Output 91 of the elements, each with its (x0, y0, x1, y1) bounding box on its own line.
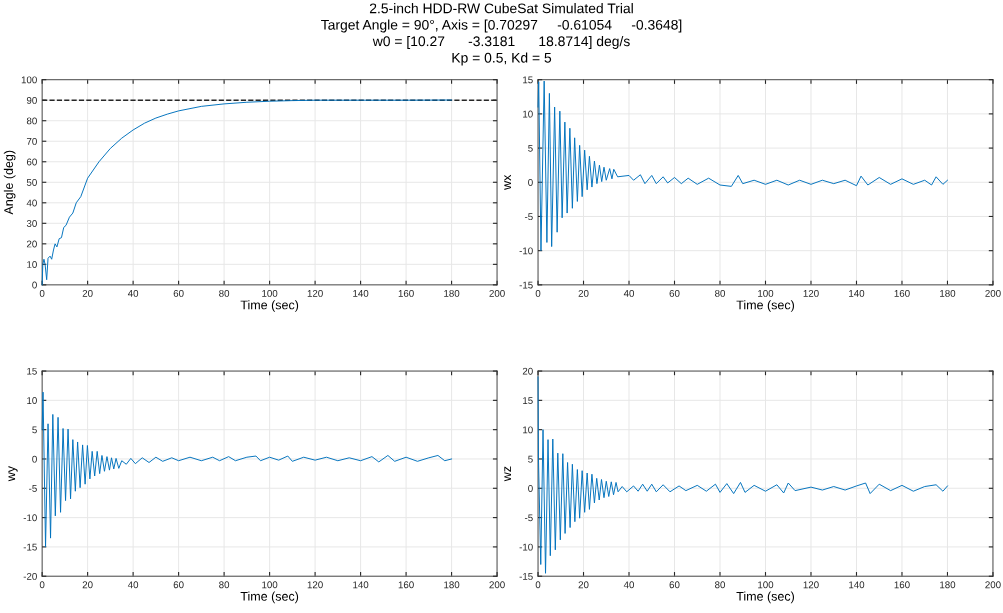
y-tick-label: 10 (27, 397, 37, 404)
y-tick-label: 20 (522, 367, 533, 375)
y-tick-label: -10 (519, 247, 533, 255)
y-tick-label: 10 (523, 426, 533, 434)
x-tick-label: 140 (353, 289, 369, 297)
x-tick-label: 60 (669, 581, 680, 589)
x-tick-label: 200 (985, 581, 1001, 589)
y-axis-title: wz (504, 466, 511, 482)
x-axis-title: Time (sec) (240, 300, 299, 312)
x-tick-label: 200 (489, 581, 505, 589)
y-tick-label: -15 (519, 281, 533, 289)
x-tick-label: 0 (39, 289, 45, 297)
x-tick-label: 80 (219, 581, 230, 589)
y-tick-label: 50 (26, 179, 37, 186)
y-tick-label: 0 (32, 455, 37, 463)
x-tick-label: 140 (849, 581, 865, 589)
x-tick-label: 140 (353, 581, 369, 589)
x-tick-label: 40 (623, 581, 635, 589)
y-tick-label: 30 (26, 220, 37, 227)
x-tick-label: 100 (262, 581, 278, 589)
y-tick-label: 5 (528, 455, 533, 463)
y-tick-label: 15 (27, 367, 37, 375)
x-tick-label: 0 (39, 581, 45, 589)
x-tick-label: 20 (578, 581, 589, 589)
x-tick-label: 40 (623, 289, 635, 297)
y-tick-label: 0 (32, 281, 37, 289)
x-axis-title: Time (sec) (736, 591, 794, 604)
y-tick-label: -10 (23, 514, 37, 522)
x-tick-label: 120 (803, 289, 819, 297)
y-tick-label: 60 (26, 158, 37, 166)
y-tick-label: -10 (519, 543, 533, 551)
x-tick-label: 140 (849, 289, 865, 297)
y-tick-label: 0 (528, 179, 533, 186)
x-tick-label: 100 (262, 289, 278, 297)
x-tick-label: 100 (758, 289, 774, 297)
y-tick-label: 5 (528, 144, 533, 152)
y-tick-label: 5 (32, 426, 37, 434)
x-tick-label: 180 (444, 581, 460, 589)
x-tick-label: 200 (489, 289, 505, 297)
x-tick-label: 160 (398, 289, 414, 297)
line-series (537, 80, 948, 252)
x-axis-title: Time (sec) (240, 591, 299, 604)
x-tick-label: 160 (398, 581, 414, 589)
x-axis-title: Time (sec) (736, 300, 794, 312)
x-tick-label: 40 (127, 289, 139, 297)
x-tick-label: 160 (894, 581, 910, 589)
x-tick-label: 20 (578, 289, 589, 297)
x-tick-label: 60 (173, 581, 184, 589)
y-tick-label: 15 (523, 76, 533, 84)
x-tick-label: 60 (173, 289, 184, 297)
y-tick-label: -5 (524, 514, 533, 522)
y-tick-label: 15 (523, 397, 533, 404)
y-axis-title: Angle (deg) (3, 150, 16, 215)
line-series (41, 391, 453, 548)
x-tick-label: 20 (82, 289, 93, 297)
x-tick-label: 120 (803, 581, 819, 589)
y-axis-title: wy (8, 466, 18, 482)
x-tick-label: 180 (444, 289, 460, 297)
x-tick-label: 80 (219, 289, 230, 297)
chart-title: 2.5-inch HDD-RW CubeSat Simulated Trial Target Angle = 90°, Axis = [0.70297 -0.61054 -0.3648] w0 = [10.27 -3.3181 18.8714] deg/s Kp = 0.5, Kd = 5 (321, 3, 682, 66)
x-tick-label: 100 (758, 581, 774, 589)
x-tick-label: 80 (715, 289, 726, 297)
x-tick-label: 180 (940, 581, 956, 589)
y-tick-label: 70 (26, 137, 37, 145)
y-tick-label: 90 (26, 96, 37, 104)
x-tick-label: 0 (535, 581, 541, 589)
y-tick-label: 20 (26, 240, 37, 248)
y-tick-label: -15 (519, 573, 533, 580)
y-tick-label: 10 (27, 261, 37, 268)
line-series (537, 376, 948, 574)
x-tick-label: 20 (82, 581, 93, 589)
x-tick-label: 60 (669, 289, 680, 297)
line-series (41, 99, 453, 286)
x-tick-label: 120 (307, 289, 323, 297)
x-tick-label: 80 (715, 581, 726, 589)
y-tick-label: 40 (26, 199, 37, 207)
x-tick-label: 40 (127, 581, 139, 589)
y-tick-label: 80 (26, 117, 37, 125)
y-tick-label: 0 (528, 485, 533, 492)
y-tick-label: -5 (29, 485, 37, 492)
y-tick-label: 100 (21, 76, 37, 84)
y-tick-label: -5 (524, 213, 533, 221)
x-tick-label: 160 (894, 289, 910, 297)
x-tick-label: 0 (535, 289, 541, 297)
y-tick-label: -15 (23, 543, 37, 551)
y-tick-label: 10 (523, 110, 533, 118)
x-tick-label: 180 (940, 289, 956, 297)
y-axis-title: wx (504, 174, 511, 190)
x-tick-label: 120 (307, 581, 323, 589)
x-tick-label: 200 (985, 289, 1001, 297)
y-tick-label: -20 (23, 572, 37, 580)
